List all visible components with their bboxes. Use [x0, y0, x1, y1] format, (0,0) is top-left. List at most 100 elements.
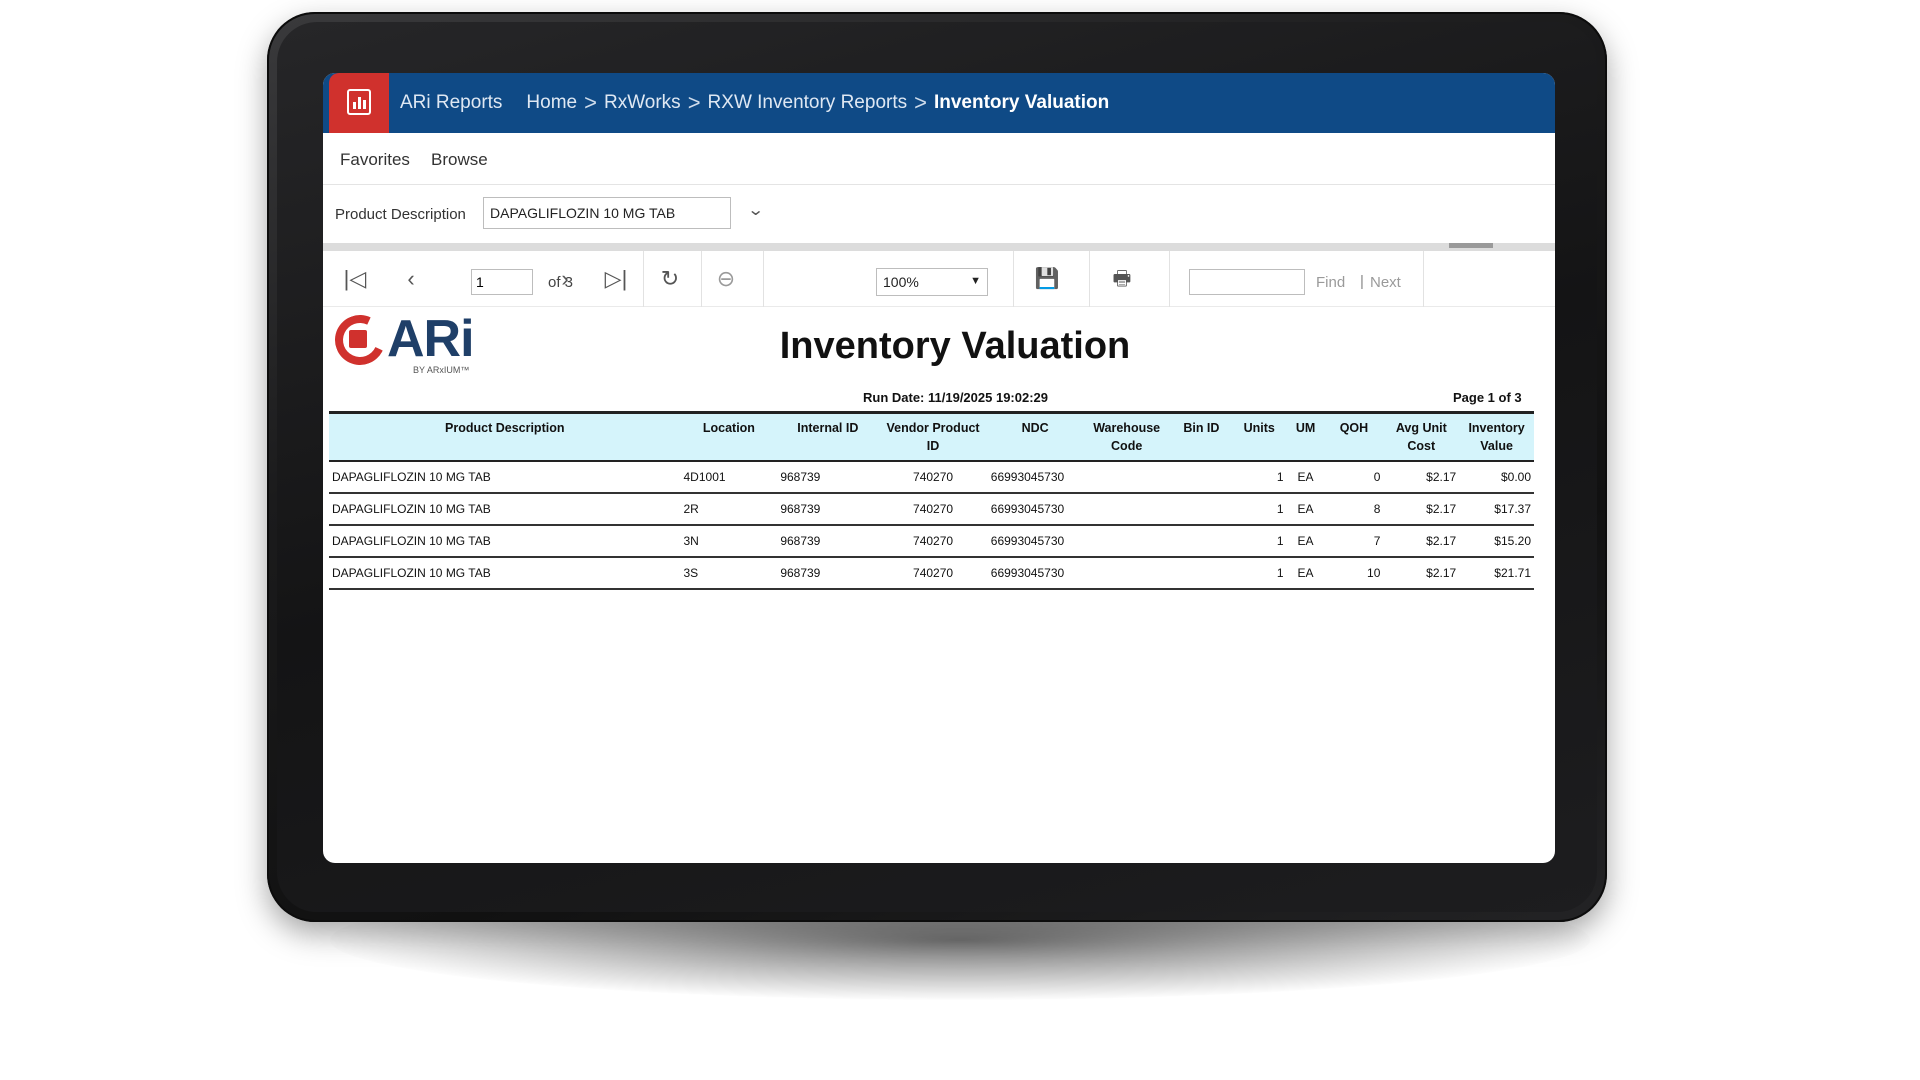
cell-units: 1	[1231, 461, 1287, 494]
ari-logo: ARi BY ARxIUM™	[327, 307, 495, 378]
cell-inventory-value: $21.71	[1459, 557, 1534, 590]
cell-units: 1	[1231, 493, 1287, 526]
report-toolbar: |◁ ‹ 1 of 3 › ▷| ↻ ⊖ 100% ▼ 💾 🖶 Find | N…	[323, 251, 1555, 307]
page-number-input[interactable]: 1	[471, 269, 533, 295]
cell-warehouse-code	[1082, 525, 1171, 558]
page-total-label: of 3	[548, 274, 574, 291]
logo-byline: BY ARxIUM™	[413, 365, 470, 375]
export-save-icon[interactable]: 💾	[1034, 268, 1060, 290]
report-title: Inventory Valuation	[779, 325, 1131, 367]
column-header: Internal ID	[777, 411, 879, 462]
column-header: Units	[1231, 411, 1287, 462]
cell-inventory-value: $17.37	[1459, 493, 1534, 526]
cell-vendor-product-id: 740270	[878, 493, 988, 526]
column-header: Bin ID	[1170, 411, 1232, 462]
toolbar-divider	[1423, 251, 1424, 307]
breadcrumb-home[interactable]: Home	[526, 92, 578, 113]
cell-inventory-value: $0.00	[1459, 461, 1534, 494]
table-row: DAPAGLIFLOZIN 10 MG TAB 3S 968739 740270…	[329, 557, 1534, 590]
cell-internal-id: 968739	[777, 557, 879, 590]
secondary-nav: Favorites Browse	[323, 133, 1555, 185]
cell-internal-id: 968739	[777, 461, 879, 494]
column-header: NDC	[987, 411, 1083, 462]
back-icon[interactable]: ⊖	[716, 266, 736, 291]
cell-um: EA	[1286, 461, 1325, 494]
logo-wordmark: ARi	[387, 310, 475, 368]
page-indicator: Page 1 of 3	[1453, 390, 1522, 405]
column-header: QOH	[1324, 411, 1384, 462]
cell-product: DAPAGLIFLOZIN 10 MG TAB	[329, 461, 681, 494]
next-page-chevron[interactable]: ›	[561, 266, 569, 291]
breadcrumb-rxworks[interactable]: RxWorks	[603, 92, 681, 113]
refresh-icon[interactable]: ↻	[660, 266, 680, 291]
cell-inventory-value: $15.20	[1459, 525, 1534, 558]
product-description-label: Product Description	[335, 206, 466, 223]
toolbar-divider	[701, 251, 702, 307]
cell-location: 4D1001	[680, 461, 778, 494]
cell-product: DAPAGLIFLOZIN 10 MG TAB	[329, 493, 681, 526]
cell-bin-id	[1170, 525, 1232, 558]
toolbar-divider	[1013, 251, 1014, 307]
column-header: Warehouse Code	[1082, 411, 1171, 462]
cell-ndc: 66993045730	[987, 461, 1083, 494]
cell-location: 3S	[680, 557, 778, 590]
table-row: DAPAGLIFLOZIN 10 MG TAB 2R 968739 740270…	[329, 493, 1534, 526]
cell-units: 1	[1231, 557, 1287, 590]
chevron-down-icon[interactable]: ⌄	[746, 202, 765, 219]
find-button[interactable]: Find	[1316, 274, 1346, 291]
cell-um: EA	[1286, 493, 1325, 526]
run-date: Run Date: 11/19/2025 19:02:29	[863, 390, 1048, 405]
cell-avg-unit-cost: $2.17	[1383, 493, 1460, 526]
cell-qoh: 8	[1324, 493, 1384, 526]
column-header: UM	[1286, 411, 1325, 462]
collapse-handle[interactable]	[1449, 243, 1493, 248]
tablet-screen: ARi Reports Home > RxWorks > RXW Invento…	[323, 73, 1555, 863]
cell-ndc: 66993045730	[987, 557, 1083, 590]
find-next-separator: |	[1360, 273, 1364, 290]
zoom-value: 100%	[883, 274, 919, 290]
column-header: Product Description	[329, 411, 681, 462]
cell-bin-id	[1170, 461, 1232, 494]
first-page-icon[interactable]: |◁	[343, 266, 367, 291]
cell-um: EA	[1286, 525, 1325, 558]
breadcrumb-rxw-inventory-reports[interactable]: RXW Inventory Reports	[707, 92, 908, 113]
favorites-tab[interactable]: Favorites	[340, 150, 410, 169]
cell-location: 3N	[680, 525, 778, 558]
chevron-right-icon: >	[687, 90, 701, 115]
cell-qoh: 0	[1324, 461, 1384, 494]
column-header: Avg Unit Cost	[1383, 411, 1460, 462]
next-button[interactable]: Next	[1370, 274, 1401, 291]
cell-qoh: 7	[1324, 525, 1384, 558]
previous-page-icon[interactable]: ‹	[407, 266, 415, 291]
cell-ndc: 66993045730	[987, 525, 1083, 558]
browse-tab[interactable]: Browse	[431, 150, 488, 169]
last-page-icon[interactable]: ▷|	[604, 266, 628, 291]
cell-product: DAPAGLIFLOZIN 10 MG TAB	[329, 557, 681, 590]
cell-vendor-product-id: 740270	[878, 557, 988, 590]
cell-bin-id	[1170, 493, 1232, 526]
product-description-input[interactable]: DAPAGLIFLOZIN 10 MG TAB	[483, 197, 731, 229]
cell-warehouse-code	[1082, 557, 1171, 590]
cell-location: 2R	[680, 493, 778, 526]
breadcrumb: ARi Reports Home > RxWorks > RXW Invento…	[400, 73, 1109, 133]
chevron-right-icon: >	[914, 90, 927, 115]
table-header-row: Product Description Location Internal ID…	[329, 411, 1534, 462]
print-icon[interactable]: 🖶	[1112, 268, 1132, 290]
cell-warehouse-code	[1082, 461, 1171, 494]
top-nav-bar: ARi Reports Home > RxWorks > RXW Invento…	[323, 73, 1555, 133]
dropdown-arrow-icon: ▼	[970, 275, 981, 287]
table-row: DAPAGLIFLOZIN 10 MG TAB 4D1001 968739 74…	[329, 461, 1534, 494]
column-header: Vendor Product ID	[878, 411, 988, 462]
find-text-input[interactable]	[1189, 269, 1305, 295]
cell-avg-unit-cost: $2.17	[1383, 525, 1460, 558]
column-header: Inventory Value	[1459, 411, 1534, 462]
cell-avg-unit-cost: $2.17	[1383, 461, 1460, 494]
zoom-select[interactable]: 100% ▼	[876, 268, 988, 296]
app-name-link[interactable]: ARi Reports	[400, 92, 503, 113]
app-home-button[interactable]	[329, 73, 389, 133]
parameter-divider-bar	[323, 243, 1555, 251]
toolbar-divider	[643, 251, 644, 307]
cell-qoh: 10	[1324, 557, 1384, 590]
cell-product: DAPAGLIFLOZIN 10 MG TAB	[329, 525, 681, 558]
cell-internal-id: 968739	[777, 525, 879, 558]
